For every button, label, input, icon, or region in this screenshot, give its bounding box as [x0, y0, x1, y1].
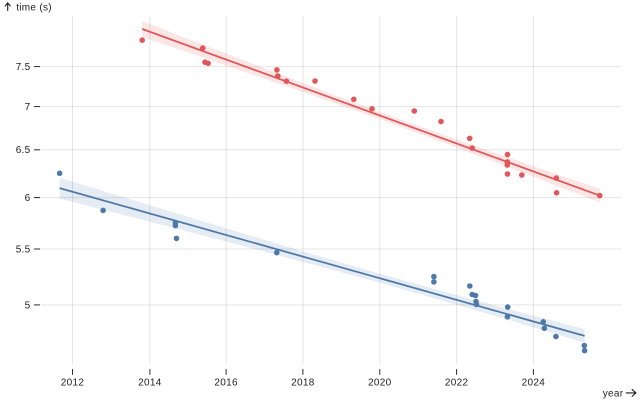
svg-text:2016: 2016	[214, 378, 238, 389]
svg-text:2020: 2020	[368, 378, 392, 389]
svg-text:5.5: 5.5	[16, 244, 31, 255]
svg-text:2022: 2022	[445, 378, 469, 389]
svg-text:6.5: 6.5	[16, 145, 31, 156]
svg-text:6: 6	[25, 193, 31, 204]
svg-text:2014: 2014	[138, 378, 162, 389]
svg-text:2024: 2024	[522, 378, 546, 389]
svg-text:2012: 2012	[61, 378, 85, 389]
svg-text:2018: 2018	[291, 378, 315, 389]
svg-text:7.5: 7.5	[16, 62, 31, 73]
svg-text:year: year	[603, 388, 624, 399]
svg-text:5: 5	[25, 300, 31, 311]
svg-text:time (s): time (s)	[16, 3, 52, 14]
svg-text:7: 7	[25, 102, 31, 113]
